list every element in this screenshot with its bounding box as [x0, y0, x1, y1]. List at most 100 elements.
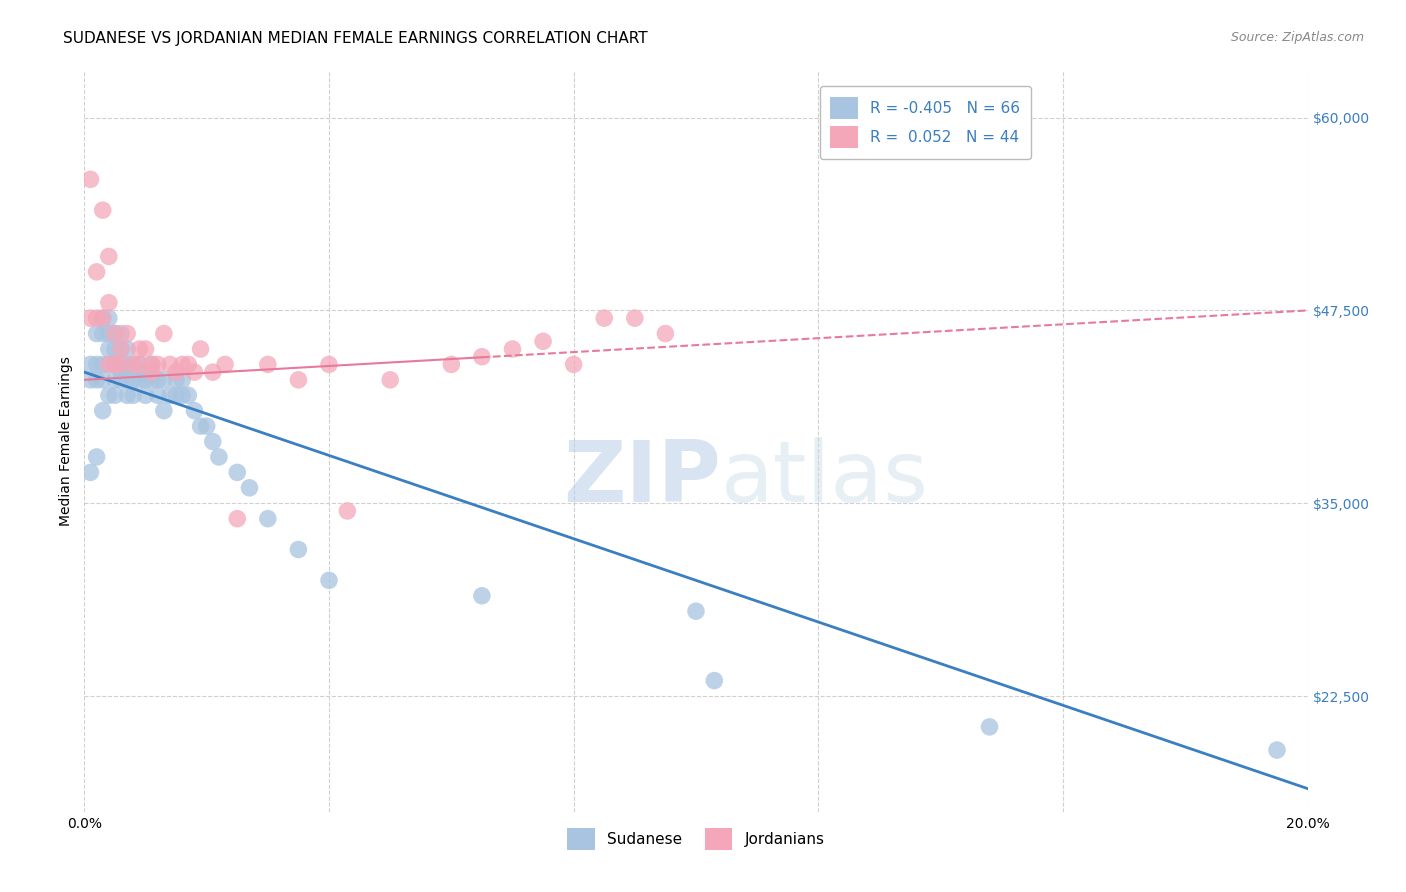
Point [79, 172, 101, 186]
Point [110, 326, 132, 341]
Legend: Sudanese, Jordanians: Sudanese, Jordanians [561, 822, 831, 856]
Point [159, 358, 181, 372]
Point [110, 358, 132, 372]
Point [128, 358, 150, 372]
Point [165, 388, 187, 402]
Point [91, 373, 114, 387]
Point [122, 358, 145, 372]
Point [318, 574, 340, 588]
Point [177, 388, 200, 402]
Point [685, 604, 707, 618]
Point [104, 358, 127, 372]
Point [110, 342, 132, 356]
Point [146, 388, 169, 402]
Point [177, 358, 200, 372]
Text: atlas: atlas [720, 437, 928, 520]
Point [110, 358, 132, 372]
Point [562, 358, 585, 372]
Point [104, 326, 127, 341]
Point [97, 250, 120, 264]
Point [86, 450, 108, 464]
Point [97, 326, 120, 341]
Point [201, 434, 224, 449]
Point [159, 388, 181, 402]
Point [471, 589, 494, 603]
Point [128, 342, 150, 356]
Point [201, 365, 224, 379]
Point [624, 311, 647, 326]
Point [257, 511, 280, 525]
Point [128, 373, 150, 387]
Point [979, 720, 1001, 734]
Point [97, 388, 120, 402]
Point [128, 358, 150, 372]
Point [226, 511, 249, 525]
Point [214, 358, 236, 372]
Point [703, 673, 725, 688]
Point [172, 373, 194, 387]
Point [146, 358, 169, 372]
Point [141, 365, 163, 379]
Point [287, 373, 309, 387]
Point [238, 481, 260, 495]
Point [104, 326, 127, 341]
Point [91, 311, 114, 326]
Point [440, 358, 463, 372]
Point [190, 342, 212, 356]
Point [141, 358, 163, 372]
Point [110, 373, 132, 387]
Point [141, 358, 163, 372]
Point [91, 203, 114, 218]
Point [115, 388, 138, 402]
Point [1265, 743, 1288, 757]
Point [257, 358, 280, 372]
Point [165, 365, 187, 379]
Point [146, 373, 169, 387]
Point [104, 373, 127, 387]
Point [97, 342, 120, 356]
Point [97, 295, 120, 310]
Point [91, 403, 114, 417]
Point [135, 342, 157, 356]
Point [135, 365, 157, 379]
Y-axis label: Median Female Earnings: Median Female Earnings [59, 357, 73, 526]
Point [165, 373, 187, 387]
Point [183, 403, 205, 417]
Point [183, 365, 205, 379]
Point [153, 373, 176, 387]
Point [97, 311, 120, 326]
Point [190, 419, 212, 434]
Point [318, 358, 340, 372]
Point [115, 326, 138, 341]
Point [654, 326, 676, 341]
Point [104, 342, 127, 356]
Point [104, 358, 127, 372]
Point [226, 466, 249, 480]
Point [79, 373, 101, 387]
Point [115, 342, 138, 356]
Point [153, 403, 176, 417]
Point [287, 542, 309, 557]
Point [115, 358, 138, 372]
Point [86, 358, 108, 372]
Point [110, 342, 132, 356]
Text: Source: ZipAtlas.com: Source: ZipAtlas.com [1230, 31, 1364, 45]
Point [79, 358, 101, 372]
Point [122, 373, 145, 387]
Point [79, 311, 101, 326]
Point [172, 388, 194, 402]
Point [135, 373, 157, 387]
Point [110, 365, 132, 379]
Point [336, 504, 359, 518]
Point [86, 373, 108, 387]
Point [91, 311, 114, 326]
Point [91, 358, 114, 372]
Point [141, 373, 163, 387]
Point [195, 419, 218, 434]
Point [135, 388, 157, 402]
Point [153, 326, 176, 341]
Point [208, 450, 231, 464]
Text: ZIP: ZIP [562, 437, 720, 520]
Point [115, 373, 138, 387]
Point [104, 388, 127, 402]
